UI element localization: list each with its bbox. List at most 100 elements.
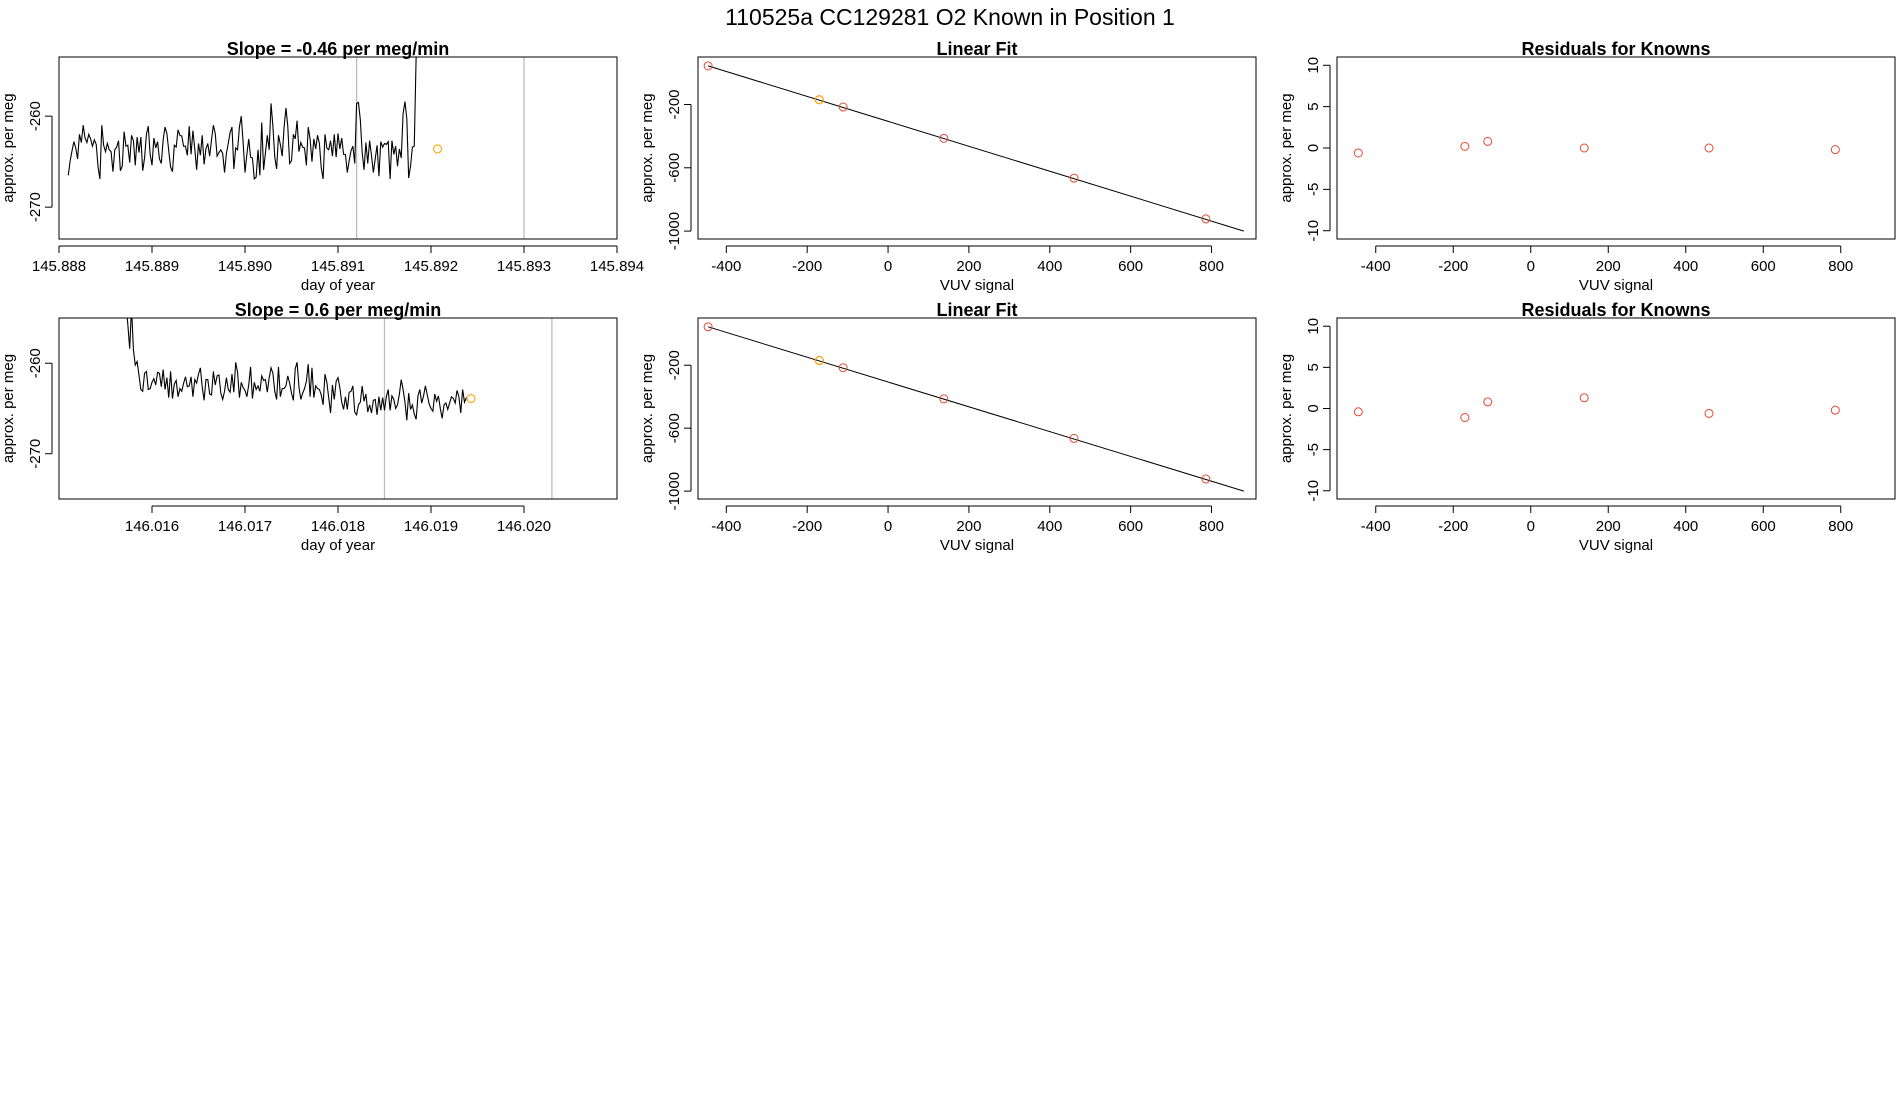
resid-bottom-y-tick-label: -10 <box>1305 480 1322 502</box>
resid-bottom-x-tick-label: 400 <box>1673 518 1698 535</box>
resid-bottom-y-label: approx. per meg <box>1278 354 1295 463</box>
fit-top-y-label: approx. per meg <box>639 93 656 202</box>
drift-bottom-panel: 146.016 146.017 146.018 146.019 146.020 day o… <box>0 300 618 554</box>
fit-bottom-x-tick-label: 0 <box>884 518 892 535</box>
page-title: 110525a CC129281 O2 Known in Position 1 <box>725 4 1175 30</box>
resid-bottom-y-tick-label: 5 <box>1305 363 1322 371</box>
drift-bottom-x-tick-label: 146.017 <box>218 518 272 535</box>
fit-top-fit-line <box>707 65 1245 232</box>
fit-bottom-title: Linear Fit <box>936 300 1017 320</box>
resid-top-title: Residuals for Knowns <box>1521 39 1710 59</box>
fit-bottom-point <box>939 394 949 404</box>
drift-top-x-tick-label: 145.888 <box>32 258 86 275</box>
resid-bottom-y-tick-label: -5 <box>1305 443 1322 456</box>
fit-bottom-x-label: VUV signal <box>940 537 1014 554</box>
fit-top-frame <box>697 56 1257 240</box>
fit-bottom-x-tick-label: 600 <box>1118 518 1143 535</box>
resid-bottom-x-tick-label: 600 <box>1751 518 1776 535</box>
fit-bottom-y-label: approx. per meg <box>639 354 656 463</box>
resid-top-x-label: VUV signal <box>1579 277 1653 294</box>
fit-top-point <box>1069 173 1079 183</box>
drift-bottom-x-tick-label: 146.018 <box>311 518 365 535</box>
fit-bottom-point <box>838 363 848 373</box>
resid-top-x-tick-label: -200 <box>1438 258 1468 275</box>
resid-bottom-y-tick-label: 10 <box>1305 318 1322 335</box>
drift-top-y-tick-label: -260 <box>27 101 44 131</box>
fit-bottom-y-tick-label: -1000 <box>666 472 683 510</box>
resid-bottom-x-label: VUV signal <box>1579 537 1653 554</box>
drift-top-y-tick-label: -270 <box>27 192 44 222</box>
resid-bottom-title: Residuals for Knowns <box>1521 300 1710 320</box>
resid-bottom-point <box>1483 397 1493 407</box>
drift-bottom-x-label: day of year <box>301 537 375 554</box>
drift-top-y-label: approx. per meg <box>0 93 17 202</box>
fit-top-x-tick-label: 200 <box>956 258 981 275</box>
drift-top-x-tick-label: 145.893 <box>497 258 551 275</box>
fit-top-point <box>838 102 848 112</box>
fit-top-x-tick-label: 600 <box>1118 258 1143 275</box>
resid-bottom-point <box>1704 408 1714 418</box>
resid-bottom-x-tick-label: 800 <box>1828 518 1853 535</box>
fit-bottom-frame <box>697 317 1257 500</box>
resid-top-y-label: approx. per meg <box>1278 93 1295 202</box>
resid-top-point <box>1353 148 1363 158</box>
fit-bottom-x-tick-label: 800 <box>1199 518 1224 535</box>
fit-top-x-tick-label: 800 <box>1199 258 1224 275</box>
resid-bottom-point <box>1353 407 1363 417</box>
fit-top-x-tick-label: -200 <box>792 258 822 275</box>
resid-top-point <box>1579 143 1589 153</box>
fit-bottom-x-tick-label: -200 <box>792 518 822 535</box>
drift-bottom-y-tick-label: -260 <box>27 348 44 378</box>
resid-top-y-tick-label: -10 <box>1305 220 1322 242</box>
drift-top-highlight-point <box>432 144 443 154</box>
fit-bottom-point <box>703 322 713 332</box>
fit-bottom-y-tick-label: -200 <box>666 350 683 380</box>
resid-bottom-x-tick-label: 200 <box>1596 518 1621 535</box>
drift-top-panel: 145.888 145.889 145.890 145.891 145.892 145.8… <box>0 39 644 294</box>
fit-bottom-point <box>1201 474 1211 484</box>
resid-bottom-frame <box>1336 317 1896 500</box>
fit-top-x-tick-label: 400 <box>1037 258 1062 275</box>
drift-bottom-series-line <box>126 318 467 421</box>
fit-bottom-panel: -400 -200 0 200 400 600 800 VUV signal -1000 -600… <box>639 300 1257 554</box>
fit-top-y-tick-label: -600 <box>666 153 683 183</box>
resid-top-x-tick-label: 400 <box>1673 258 1698 275</box>
fit-top-point <box>939 133 949 143</box>
resid-bottom-point <box>1579 393 1589 403</box>
fit-top-highlight-point <box>814 95 824 105</box>
drift-top-title: Slope = -0.46 per meg/min <box>227 39 450 59</box>
fit-top-y-tick-label: -200 <box>666 89 683 119</box>
resid-top-point <box>1460 141 1470 151</box>
fit-top-panel: -400 -200 0 200 400 600 800 VUV signal -1000 -600… <box>639 39 1257 294</box>
fit-top-x-tick-label: -400 <box>711 258 741 275</box>
resid-top-x-tick-label: 800 <box>1828 258 1853 275</box>
resid-top-y-tick-label: 10 <box>1305 57 1322 74</box>
drift-top-x-tick-label: 145.890 <box>218 258 272 275</box>
drift-bottom-x-tick-label: 146.020 <box>497 518 551 535</box>
resid-bottom-x-tick-label: -400 <box>1361 518 1391 535</box>
resid-bottom-point <box>1830 405 1840 415</box>
drift-bottom-highlight-point <box>466 393 476 404</box>
fit-top-point <box>703 61 713 71</box>
fit-top-x-label: VUV signal <box>940 277 1014 294</box>
drift-top-frame <box>58 56 618 240</box>
fit-top-y-tick-label: -1000 <box>666 212 683 250</box>
resid-bottom-panel: -400 -200 0 200 400 600 800 VUV signal -10 -5 0 5 10… <box>1278 300 1896 554</box>
fit-bottom-x-tick-label: -400 <box>711 518 741 535</box>
fit-bottom-fit-line <box>707 326 1245 492</box>
fit-top-point <box>1201 214 1211 224</box>
fit-bottom-x-tick-label: 400 <box>1037 518 1062 535</box>
fit-bottom-y-tick-label: -600 <box>666 413 683 443</box>
fit-top-x-tick-label: 0 <box>884 258 892 275</box>
resid-bottom-y-tick-label: 0 <box>1305 404 1322 412</box>
resid-top-panel: -400 -200 0 200 400 600 800 VUV signal -10 -5 0 5 10… <box>1278 39 1896 294</box>
drift-bottom-title: Slope = 0.6 per meg/min <box>235 300 442 320</box>
fit-bottom-highlight-point <box>814 355 824 366</box>
fit-top-title: Linear Fit <box>936 39 1017 59</box>
drift-top-x-label: day of year <box>301 277 375 294</box>
resid-bottom-point <box>1460 413 1470 423</box>
resid-top-point <box>1483 136 1493 146</box>
drift-top-x-tick-label: 145.889 <box>125 258 179 275</box>
resid-top-y-tick-label: 5 <box>1305 102 1322 110</box>
